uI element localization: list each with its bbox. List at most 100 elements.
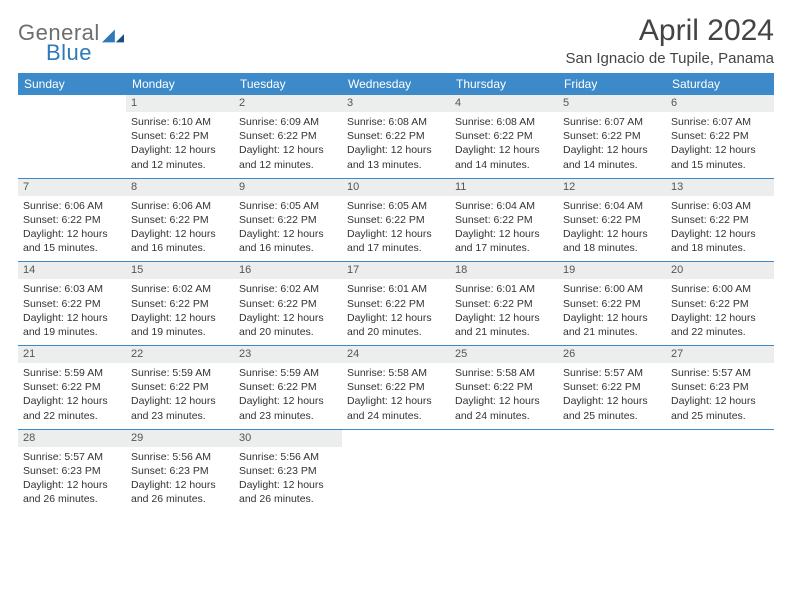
sunrise-text: Sunrise: 5:59 AM	[23, 366, 121, 380]
daylight-text: Daylight: 12 hours and 17 minutes.	[347, 227, 445, 255]
day-number-cell: 14	[18, 262, 126, 279]
day-detail-cell: Sunrise: 6:07 AMSunset: 6:22 PMDaylight:…	[666, 112, 774, 178]
day-detail-cell: Sunrise: 5:56 AMSunset: 6:23 PMDaylight:…	[126, 447, 234, 513]
day-detail-row: Sunrise: 6:03 AMSunset: 6:22 PMDaylight:…	[18, 279, 774, 345]
day-header: Thursday	[450, 73, 558, 95]
sunrise-text: Sunrise: 5:56 AM	[239, 450, 337, 464]
daylight-text: Daylight: 12 hours and 19 minutes.	[23, 311, 121, 339]
day-detail-cell: Sunrise: 5:59 AMSunset: 6:22 PMDaylight:…	[126, 363, 234, 429]
daylight-text: Daylight: 12 hours and 21 minutes.	[563, 311, 661, 339]
sunrise-text: Sunrise: 6:06 AM	[131, 199, 229, 213]
daylight-text: Daylight: 12 hours and 12 minutes.	[131, 143, 229, 171]
daylight-text: Daylight: 12 hours and 19 minutes.	[131, 311, 229, 339]
day-detail-cell: Sunrise: 5:58 AMSunset: 6:22 PMDaylight:…	[342, 363, 450, 429]
daylight-text: Daylight: 12 hours and 22 minutes.	[671, 311, 769, 339]
day-number-cell: 1	[126, 95, 234, 112]
daylight-text: Daylight: 12 hours and 15 minutes.	[23, 227, 121, 255]
day-number-cell: 25	[450, 346, 558, 363]
daylight-text: Daylight: 12 hours and 20 minutes.	[347, 311, 445, 339]
day-number-row: 21222324252627	[18, 346, 774, 363]
day-detail-cell: Sunrise: 6:06 AMSunset: 6:22 PMDaylight:…	[18, 196, 126, 262]
sunset-text: Sunset: 6:22 PM	[455, 380, 553, 394]
day-detail-cell: Sunrise: 6:10 AMSunset: 6:22 PMDaylight:…	[126, 112, 234, 178]
daylight-text: Daylight: 12 hours and 16 minutes.	[131, 227, 229, 255]
sunset-text: Sunset: 6:22 PM	[131, 213, 229, 227]
day-detail-cell: Sunrise: 6:08 AMSunset: 6:22 PMDaylight:…	[450, 112, 558, 178]
sunset-text: Sunset: 6:22 PM	[563, 129, 661, 143]
sunset-text: Sunset: 6:22 PM	[23, 380, 121, 394]
day-number-cell	[558, 430, 666, 447]
page-subtitle: San Ignacio de Tupile, Panama	[566, 50, 774, 67]
sunrise-text: Sunrise: 6:04 AM	[563, 199, 661, 213]
day-header: Sunday	[18, 73, 126, 95]
sunrise-text: Sunrise: 6:01 AM	[347, 282, 445, 296]
daylight-text: Daylight: 12 hours and 20 minutes.	[239, 311, 337, 339]
sunrise-text: Sunrise: 6:08 AM	[347, 115, 445, 129]
sunrise-text: Sunrise: 6:10 AM	[131, 115, 229, 129]
daylight-text: Daylight: 12 hours and 18 minutes.	[671, 227, 769, 255]
day-number-cell: 7	[18, 179, 126, 196]
sunset-text: Sunset: 6:22 PM	[563, 380, 661, 394]
sunrise-text: Sunrise: 6:06 AM	[23, 199, 121, 213]
day-number-cell: 29	[126, 430, 234, 447]
sunset-text: Sunset: 6:22 PM	[455, 129, 553, 143]
day-number-cell: 2	[234, 95, 342, 112]
sunrise-text: Sunrise: 5:58 AM	[455, 366, 553, 380]
day-detail-row: Sunrise: 6:06 AMSunset: 6:22 PMDaylight:…	[18, 196, 774, 262]
day-detail-cell: Sunrise: 6:08 AMSunset: 6:22 PMDaylight:…	[342, 112, 450, 178]
day-detail-row: Sunrise: 6:10 AMSunset: 6:22 PMDaylight:…	[18, 112, 774, 178]
logo: GeneralBlue	[18, 14, 124, 66]
daylight-text: Daylight: 12 hours and 26 minutes.	[23, 478, 121, 506]
day-number-cell: 16	[234, 262, 342, 279]
day-number-cell: 21	[18, 346, 126, 363]
sunset-text: Sunset: 6:22 PM	[455, 297, 553, 311]
sunrise-text: Sunrise: 6:05 AM	[239, 199, 337, 213]
day-number-cell: 6	[666, 95, 774, 112]
day-detail-cell: Sunrise: 6:05 AMSunset: 6:22 PMDaylight:…	[342, 196, 450, 262]
day-header: Wednesday	[342, 73, 450, 95]
logo-mark-icon	[102, 27, 124, 43]
day-detail-cell: Sunrise: 6:00 AMSunset: 6:22 PMDaylight:…	[666, 279, 774, 345]
day-number-cell: 18	[450, 262, 558, 279]
day-number-cell: 24	[342, 346, 450, 363]
day-number-cell: 5	[558, 95, 666, 112]
day-number-cell	[450, 430, 558, 447]
daylight-text: Daylight: 12 hours and 17 minutes.	[455, 227, 553, 255]
sunrise-text: Sunrise: 6:08 AM	[455, 115, 553, 129]
sunrise-text: Sunrise: 6:02 AM	[131, 282, 229, 296]
day-detail-row: Sunrise: 5:59 AMSunset: 6:22 PMDaylight:…	[18, 363, 774, 429]
sunrise-text: Sunrise: 6:03 AM	[23, 282, 121, 296]
day-detail-cell: Sunrise: 6:03 AMSunset: 6:22 PMDaylight:…	[18, 279, 126, 345]
sunset-text: Sunset: 6:23 PM	[131, 464, 229, 478]
day-detail-cell: Sunrise: 6:02 AMSunset: 6:22 PMDaylight:…	[234, 279, 342, 345]
sunset-text: Sunset: 6:22 PM	[671, 297, 769, 311]
daylight-text: Daylight: 12 hours and 14 minutes.	[455, 143, 553, 171]
day-number-cell: 19	[558, 262, 666, 279]
sunrise-text: Sunrise: 5:58 AM	[347, 366, 445, 380]
day-number-cell: 17	[342, 262, 450, 279]
day-detail-cell: Sunrise: 6:06 AMSunset: 6:22 PMDaylight:…	[126, 196, 234, 262]
sunrise-text: Sunrise: 6:00 AM	[671, 282, 769, 296]
day-detail-cell: Sunrise: 6:00 AMSunset: 6:22 PMDaylight:…	[558, 279, 666, 345]
daylight-text: Daylight: 12 hours and 21 minutes.	[455, 311, 553, 339]
day-detail-cell: Sunrise: 6:09 AMSunset: 6:22 PMDaylight:…	[234, 112, 342, 178]
day-number-cell: 28	[18, 430, 126, 447]
sunset-text: Sunset: 6:22 PM	[23, 297, 121, 311]
daylight-text: Daylight: 12 hours and 22 minutes.	[23, 394, 121, 422]
sunset-text: Sunset: 6:23 PM	[23, 464, 121, 478]
day-number-cell: 15	[126, 262, 234, 279]
day-detail-cell: Sunrise: 6:07 AMSunset: 6:22 PMDaylight:…	[558, 112, 666, 178]
page-title: April 2024	[566, 14, 774, 48]
day-detail-cell	[558, 447, 666, 513]
sunset-text: Sunset: 6:22 PM	[671, 129, 769, 143]
day-header: Tuesday	[234, 73, 342, 95]
day-detail-cell	[450, 447, 558, 513]
sunset-text: Sunset: 6:22 PM	[671, 213, 769, 227]
sunrise-text: Sunrise: 5:56 AM	[131, 450, 229, 464]
day-number-cell	[18, 95, 126, 112]
sunset-text: Sunset: 6:22 PM	[455, 213, 553, 227]
day-detail-cell: Sunrise: 6:04 AMSunset: 6:22 PMDaylight:…	[558, 196, 666, 262]
sunrise-text: Sunrise: 6:05 AM	[347, 199, 445, 213]
header-bar: GeneralBlue April 2024 San Ignacio de Tu…	[18, 14, 774, 67]
sunset-text: Sunset: 6:22 PM	[563, 297, 661, 311]
